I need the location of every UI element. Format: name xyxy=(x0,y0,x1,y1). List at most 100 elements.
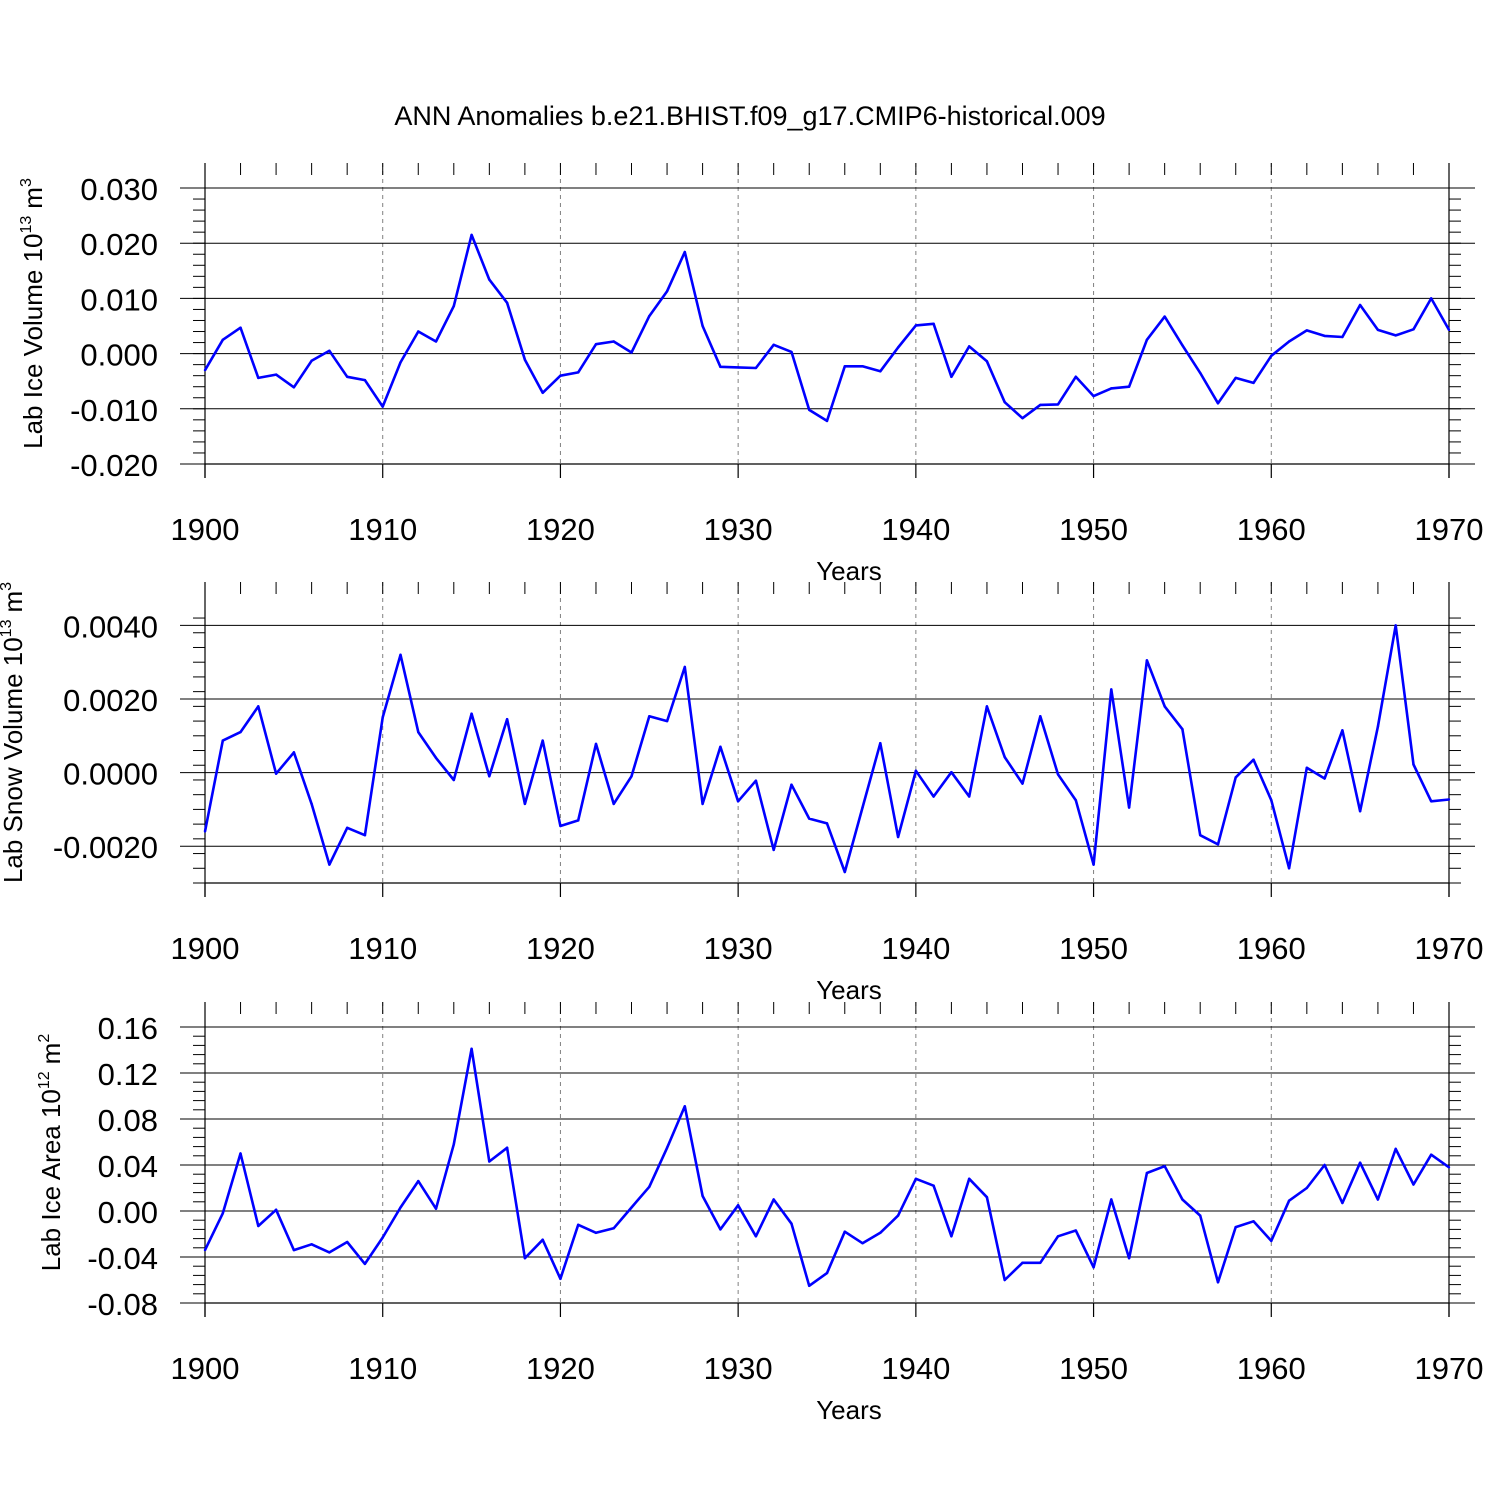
data-point xyxy=(594,343,598,346)
data-point xyxy=(701,324,704,328)
data-point xyxy=(523,802,527,806)
x-tick-label: 1920 xyxy=(526,512,595,547)
data-point xyxy=(417,330,420,333)
data-point xyxy=(914,324,918,327)
data-point xyxy=(1234,776,1237,779)
data-point xyxy=(1056,773,1060,776)
x-tick-label: 1900 xyxy=(171,512,240,547)
data-point xyxy=(363,1262,367,1266)
y-tick-label: 0.0020 xyxy=(63,683,158,718)
data-point xyxy=(1430,1153,1433,1156)
x-tick-label: 1960 xyxy=(1237,1351,1306,1386)
data-point xyxy=(932,795,935,798)
y-tick-label: -0.020 xyxy=(70,448,158,483)
y-tick-label: 0.12 xyxy=(98,1057,158,1092)
data-point xyxy=(1163,315,1166,318)
data-point xyxy=(1341,1201,1344,1205)
y-tick-label: 0.16 xyxy=(98,1011,158,1046)
y-axis-label-text: Lab Ice Area 10 xyxy=(36,1089,66,1271)
y-tick-label: -0.04 xyxy=(87,1241,158,1276)
y-tick-label: 0.0000 xyxy=(63,757,158,792)
y-axis-label-exponent: 13 xyxy=(18,216,35,234)
data-point xyxy=(612,340,615,343)
data-point xyxy=(1305,329,1309,332)
data-point xyxy=(577,371,580,374)
data-point xyxy=(630,1206,633,1209)
data-point xyxy=(345,1240,349,1244)
data-point xyxy=(1216,402,1220,405)
data-point xyxy=(665,1146,669,1149)
data-point xyxy=(1394,624,1397,627)
data-point xyxy=(1145,659,1149,662)
data-point xyxy=(861,1242,864,1245)
data-point xyxy=(399,1206,402,1209)
data-point xyxy=(612,1227,615,1230)
x-tick-label: 1930 xyxy=(704,512,773,547)
data-point xyxy=(1412,328,1415,331)
data-point xyxy=(1145,1171,1149,1175)
x-axis-label: Years xyxy=(816,556,882,586)
data-point xyxy=(1216,1281,1220,1284)
data-point xyxy=(1181,1198,1184,1201)
data-series-line xyxy=(203,1047,1450,1288)
data-point xyxy=(470,233,473,237)
data-point xyxy=(1394,334,1397,337)
data-point xyxy=(345,375,349,378)
data-point xyxy=(932,322,935,325)
data-point xyxy=(1092,1266,1095,1269)
data-series-line xyxy=(203,624,1450,874)
data-point xyxy=(417,730,420,734)
data-point xyxy=(736,1204,740,1207)
data-point xyxy=(1003,400,1006,404)
data-point xyxy=(1056,1235,1060,1238)
data-point xyxy=(896,1214,900,1217)
data-point xyxy=(896,835,900,839)
data-point xyxy=(1110,1198,1113,1201)
x-tick-label: 1970 xyxy=(1415,931,1484,966)
x-tick-label: 1950 xyxy=(1059,512,1128,547)
data-point xyxy=(488,278,491,281)
y-axis-label: Lab Ice Volume 1013 m3 xyxy=(18,178,48,449)
data-point xyxy=(434,340,438,343)
data-point xyxy=(239,326,242,329)
data-point xyxy=(914,769,918,772)
data-point xyxy=(417,1179,420,1183)
data-point xyxy=(1287,1199,1291,1202)
data-point xyxy=(950,771,953,774)
data-point xyxy=(1447,1166,1451,1169)
data-point xyxy=(932,1184,935,1187)
data-point xyxy=(665,290,669,293)
data-point xyxy=(203,368,207,372)
data-point xyxy=(203,830,207,833)
x-tick-label: 1970 xyxy=(1415,512,1484,547)
data-point xyxy=(1003,1278,1006,1282)
data-point xyxy=(665,719,669,723)
data-point xyxy=(1252,381,1255,385)
data-point xyxy=(1376,725,1380,728)
data-point xyxy=(594,1231,598,1235)
data-point xyxy=(1110,688,1113,691)
data-point xyxy=(790,783,793,786)
data-point xyxy=(363,378,367,382)
data-point xyxy=(505,1146,509,1149)
data-point xyxy=(559,374,562,377)
data-point xyxy=(1430,800,1433,803)
data-point xyxy=(1127,806,1131,809)
data-point xyxy=(541,739,544,742)
data-point xyxy=(1358,1161,1362,1164)
data-point xyxy=(452,304,455,308)
data-point xyxy=(577,1223,580,1227)
data-point xyxy=(719,1228,722,1231)
data-point xyxy=(861,806,864,809)
y-axis-label-unit: m xyxy=(36,1043,66,1065)
data-point xyxy=(274,373,278,376)
data-point xyxy=(1074,1229,1078,1232)
x-tick-label: 1930 xyxy=(704,931,773,966)
data-point xyxy=(203,1248,207,1252)
data-point xyxy=(381,716,384,719)
data-point xyxy=(683,250,687,254)
data-point xyxy=(452,778,455,782)
data-point xyxy=(985,705,989,708)
x-tick-label: 1940 xyxy=(881,931,950,966)
data-point xyxy=(1199,371,1202,375)
